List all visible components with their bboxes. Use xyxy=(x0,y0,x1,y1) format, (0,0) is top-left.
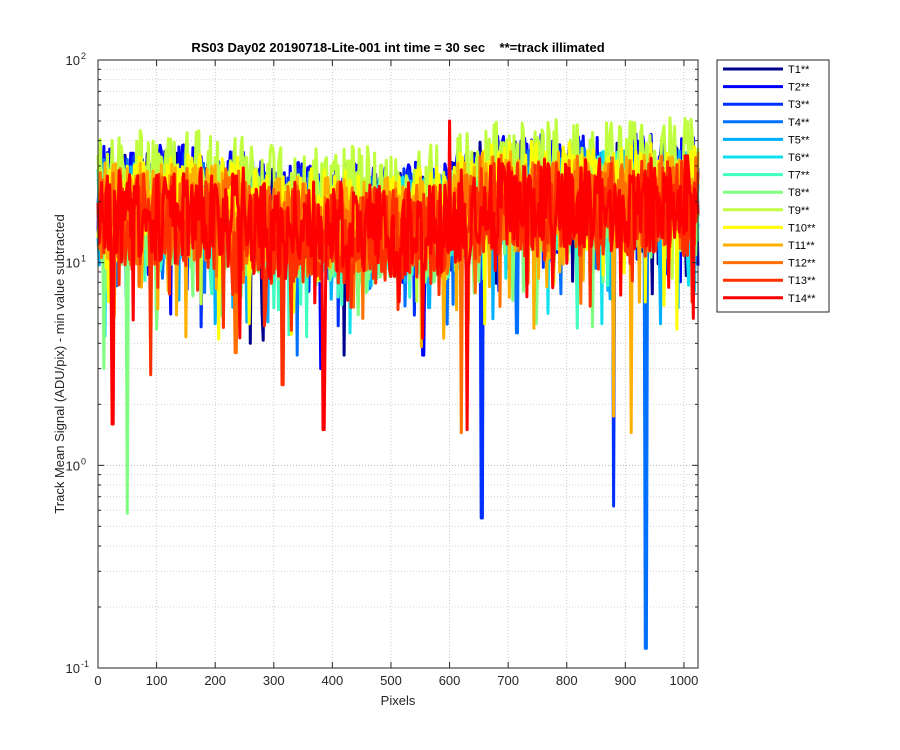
series-line-T13 xyxy=(96,159,700,387)
y-tick-label: 10 xyxy=(66,256,80,271)
chart-title: RS03 Day02 20190718-Lite-001 int time = … xyxy=(191,40,604,55)
plot-frame xyxy=(97,59,699,669)
x-tick-label: 400 xyxy=(322,673,344,688)
x-axis-label: Pixels xyxy=(381,693,416,708)
legend-label: T5** xyxy=(788,134,810,146)
legend-box xyxy=(716,59,830,313)
legend-label: T7** xyxy=(788,170,810,182)
x-tick-label: 200 xyxy=(204,673,226,688)
legend-label: T13** xyxy=(788,275,816,287)
legend-label: T10** xyxy=(788,222,816,234)
x-tick-label: 300 xyxy=(263,673,285,688)
y-tick-label: 10 xyxy=(66,458,80,473)
legend-label: T12** xyxy=(788,258,816,270)
x-tick-label: 500 xyxy=(380,673,402,688)
legend-label: T2** xyxy=(788,82,810,94)
x-tick-label: 100 xyxy=(146,673,168,688)
series-line-T14 xyxy=(96,119,700,432)
y-tick-exponent: 2 xyxy=(81,51,86,61)
legend-label: T3** xyxy=(788,99,810,111)
legend-label: T14** xyxy=(788,293,816,305)
y-tick-label: 10 xyxy=(66,661,80,676)
x-tick-label: 900 xyxy=(614,673,636,688)
legend-label: T1** xyxy=(788,64,810,76)
y-axis-label: Track Mean Signal (ADU/pix) - min value … xyxy=(52,214,67,513)
legend-label: T9** xyxy=(788,205,810,217)
x-tick-label: 1000 xyxy=(669,673,698,688)
x-tick-label: 800 xyxy=(556,673,578,688)
legend: T1** T2** T3** T4** T5** T6** T7** T8** T9** T10*… xyxy=(716,59,830,313)
x-tick-label: 700 xyxy=(497,673,519,688)
y-tick-exponent: 1 xyxy=(81,254,86,264)
legend-label: T8** xyxy=(788,187,810,199)
series-layer xyxy=(96,116,700,650)
x-tick-label: 600 xyxy=(439,673,461,688)
legend-label: T6** xyxy=(788,152,810,164)
y-tick-exponent: -1 xyxy=(81,659,89,669)
legend-label: T11** xyxy=(788,240,815,252)
legend-label: T4** xyxy=(788,117,810,129)
y-tick-label: 10 xyxy=(66,53,80,68)
y-tick-exponent: 0 xyxy=(81,456,86,466)
x-tick-label: 0 xyxy=(94,673,101,688)
